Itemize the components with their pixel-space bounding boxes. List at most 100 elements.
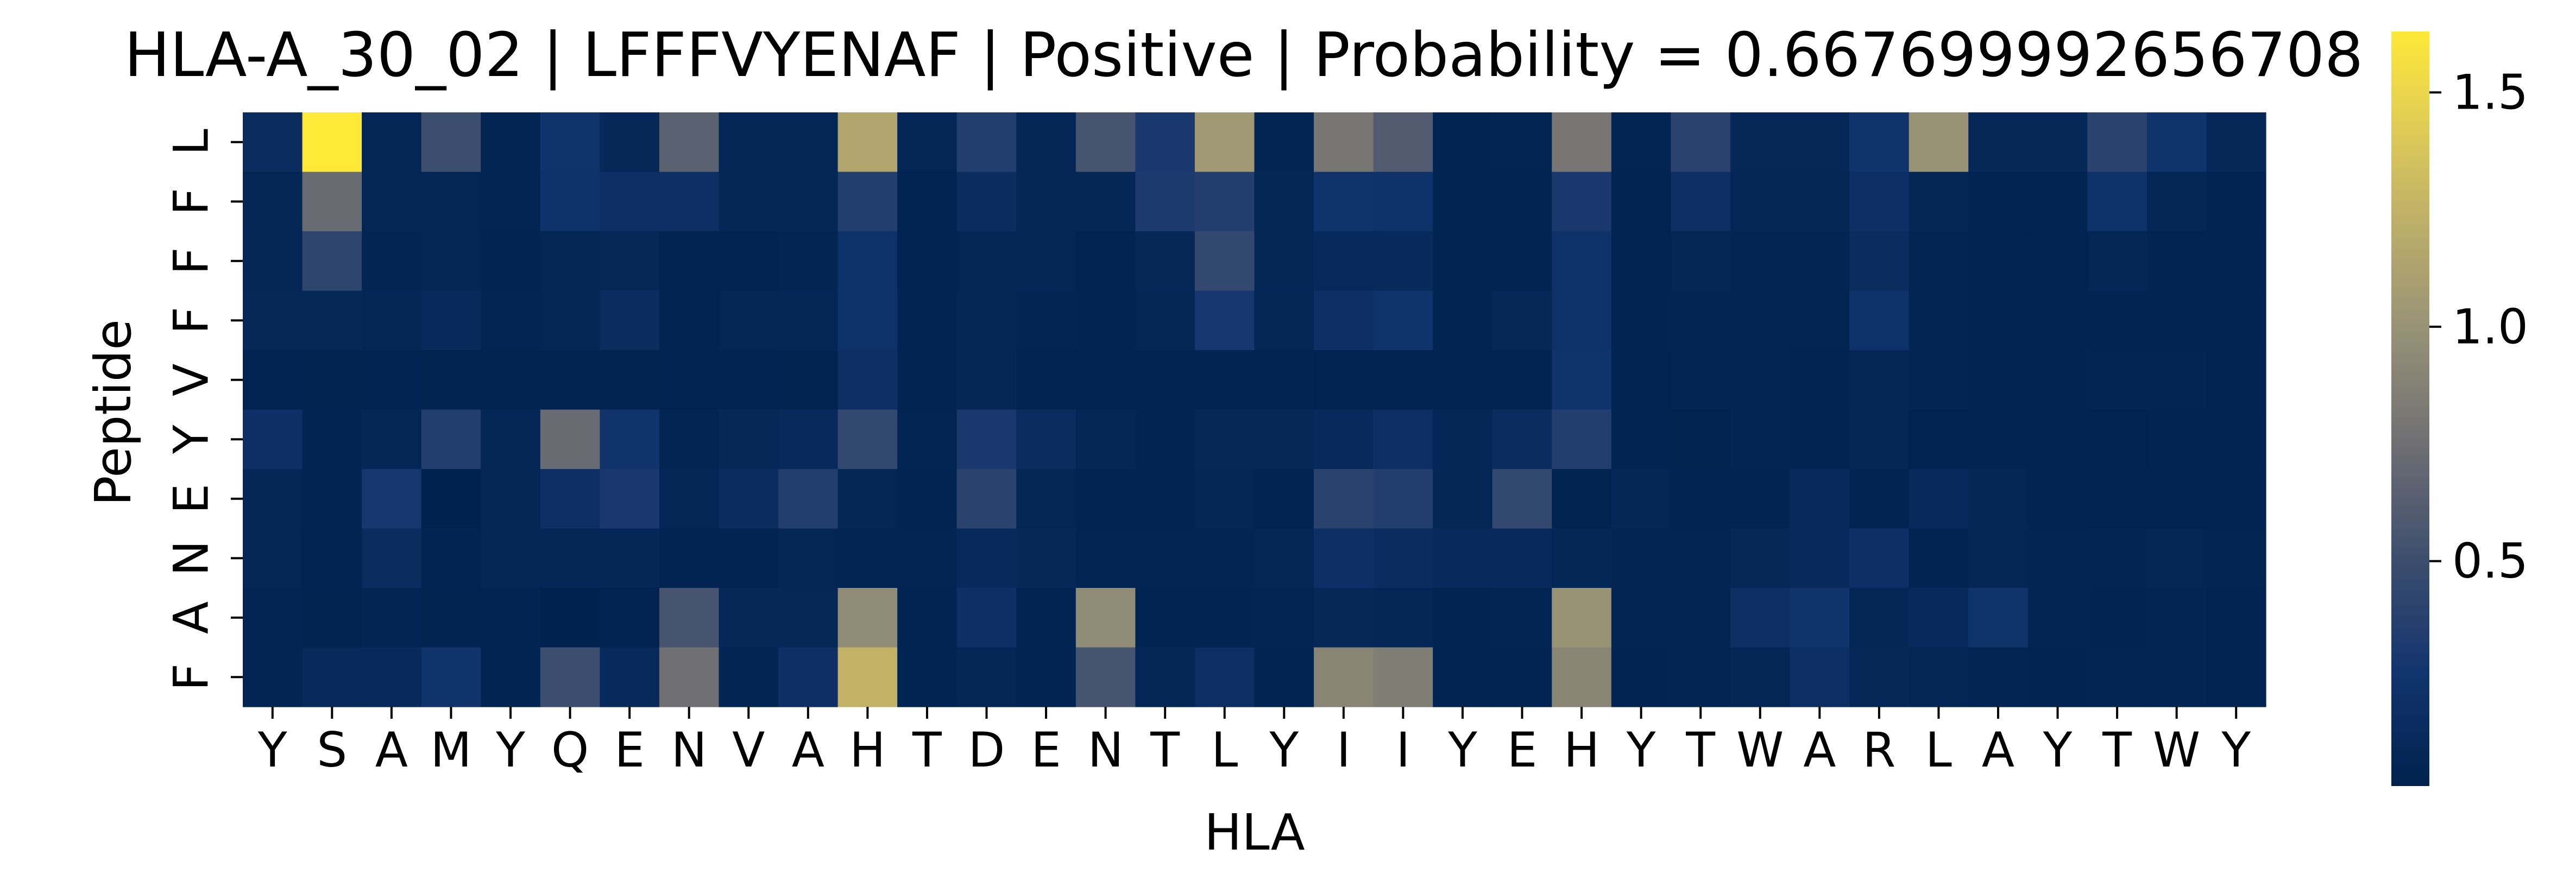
heatmap-cell — [1373, 350, 1433, 410]
heatmap-cell — [837, 350, 898, 410]
heatmap-cell — [778, 588, 839, 648]
heatmap-cell — [1254, 647, 1314, 707]
heatmap-cell — [362, 647, 422, 707]
heatmap-cell — [1254, 588, 1314, 648]
heatmap-cell — [302, 409, 362, 470]
heatmap-cell — [243, 647, 303, 707]
heatmap-cell — [600, 469, 660, 529]
heatmap-cell — [1790, 528, 1850, 588]
heatmap-cell — [1016, 112, 1076, 173]
heatmap-cell — [1135, 469, 1195, 529]
x-tick-label: T — [1685, 722, 1716, 778]
x-tick-label: W — [2153, 722, 2200, 778]
heatmap-cell — [2146, 469, 2207, 529]
x-tick-label: A — [375, 722, 408, 778]
heatmap-cell — [362, 172, 422, 232]
heatmap-cell — [2206, 290, 2266, 351]
heatmap-cell — [540, 528, 600, 588]
x-tick-label: S — [317, 722, 347, 778]
x-tick-label: N — [671, 722, 707, 778]
heatmap-cell — [778, 172, 839, 232]
heatmap-cell — [1016, 172, 1076, 232]
heatmap-cell — [1492, 647, 1552, 707]
heatmap-cell — [362, 350, 422, 410]
x-tick-label: I — [1396, 722, 1410, 778]
heatmap-cell — [659, 647, 720, 707]
heatmap-cell — [1254, 112, 1314, 173]
heatmap-cell — [1314, 112, 1374, 173]
heatmap-cell — [2206, 350, 2266, 410]
heatmap-cell — [659, 290, 720, 351]
heatmap-cell — [2146, 290, 2207, 351]
heatmap-cell — [302, 469, 362, 529]
heatmap-cell — [1552, 112, 1612, 173]
heatmap-cell — [1075, 231, 1136, 292]
heatmap-cell — [421, 469, 481, 529]
heatmap-cell — [1433, 528, 1493, 588]
x-tick-label: E — [1031, 722, 1061, 778]
heatmap-cell — [1254, 469, 1314, 529]
heatmap-cell — [421, 588, 481, 648]
heatmap-cell — [719, 290, 779, 351]
heatmap-cell — [1968, 231, 2029, 292]
heatmap-cell — [1849, 588, 1910, 648]
heatmap-cell — [1194, 350, 1255, 410]
heatmap-cell — [421, 528, 481, 588]
heatmap-cell — [1075, 528, 1136, 588]
heatmap-cell — [1492, 172, 1552, 232]
heatmap-cell — [2146, 350, 2207, 410]
x-axis-label: HLA — [1204, 803, 1305, 862]
heatmap-cell — [719, 112, 779, 173]
heatmap-cell — [1611, 231, 1672, 292]
heatmap-cell — [302, 231, 362, 292]
heatmap-cell — [302, 112, 362, 173]
heatmap-cell — [1611, 172, 1672, 232]
heatmap-cell — [1075, 350, 1136, 410]
heatmap-cell — [1075, 469, 1136, 529]
heatmap-cell — [1373, 172, 1433, 232]
heatmap-cell — [2087, 350, 2147, 410]
heatmap-cell — [1373, 588, 1433, 648]
heatmap-cell — [1373, 409, 1433, 470]
heatmap-cell — [659, 409, 720, 470]
heatmap-cell — [1730, 112, 1791, 173]
heatmap-cell — [659, 469, 720, 529]
heatmap-cell — [481, 647, 541, 707]
heatmap-cell — [302, 172, 362, 232]
heatmap-cell — [1790, 350, 1850, 410]
y-tick-label: E — [163, 484, 219, 514]
heatmap-cell — [1730, 172, 1791, 232]
heatmap-cell — [719, 647, 779, 707]
heatmap-cell — [1135, 647, 1195, 707]
heatmap-cell — [540, 409, 600, 470]
heatmap-cell — [778, 647, 839, 707]
heatmap-cell — [1552, 528, 1612, 588]
x-tick-label: R — [1862, 722, 1895, 778]
heatmap-cell — [1314, 588, 1374, 648]
heatmap-cell — [1671, 647, 1731, 707]
heatmap-cell — [1254, 231, 1314, 292]
heatmap-cell — [1849, 172, 1910, 232]
heatmap-cell — [2087, 290, 2147, 351]
heatmap-cell — [1671, 469, 1731, 529]
heatmap-cell — [1194, 290, 1255, 351]
heatmap-cell — [243, 528, 303, 588]
x-tick-label: Y — [1626, 722, 1656, 778]
heatmap-cell — [897, 469, 958, 529]
heatmap-cell — [1433, 112, 1493, 173]
heatmap-cell — [243, 469, 303, 529]
heatmap-cell — [659, 528, 720, 588]
heatmap-cell — [362, 469, 422, 529]
heatmap-cell — [1849, 528, 1910, 588]
heatmap-cell — [1016, 469, 1076, 529]
heatmap-cell — [897, 172, 958, 232]
heatmap-cell — [659, 231, 720, 292]
heatmap-cell — [837, 647, 898, 707]
heatmap-cell — [1135, 528, 1195, 588]
colorbar — [2391, 31, 2429, 786]
heatmap-cell — [2087, 112, 2147, 173]
heatmap-cell — [600, 112, 660, 173]
heatmap-cell — [362, 290, 422, 351]
x-tick-label: E — [1507, 722, 1538, 778]
